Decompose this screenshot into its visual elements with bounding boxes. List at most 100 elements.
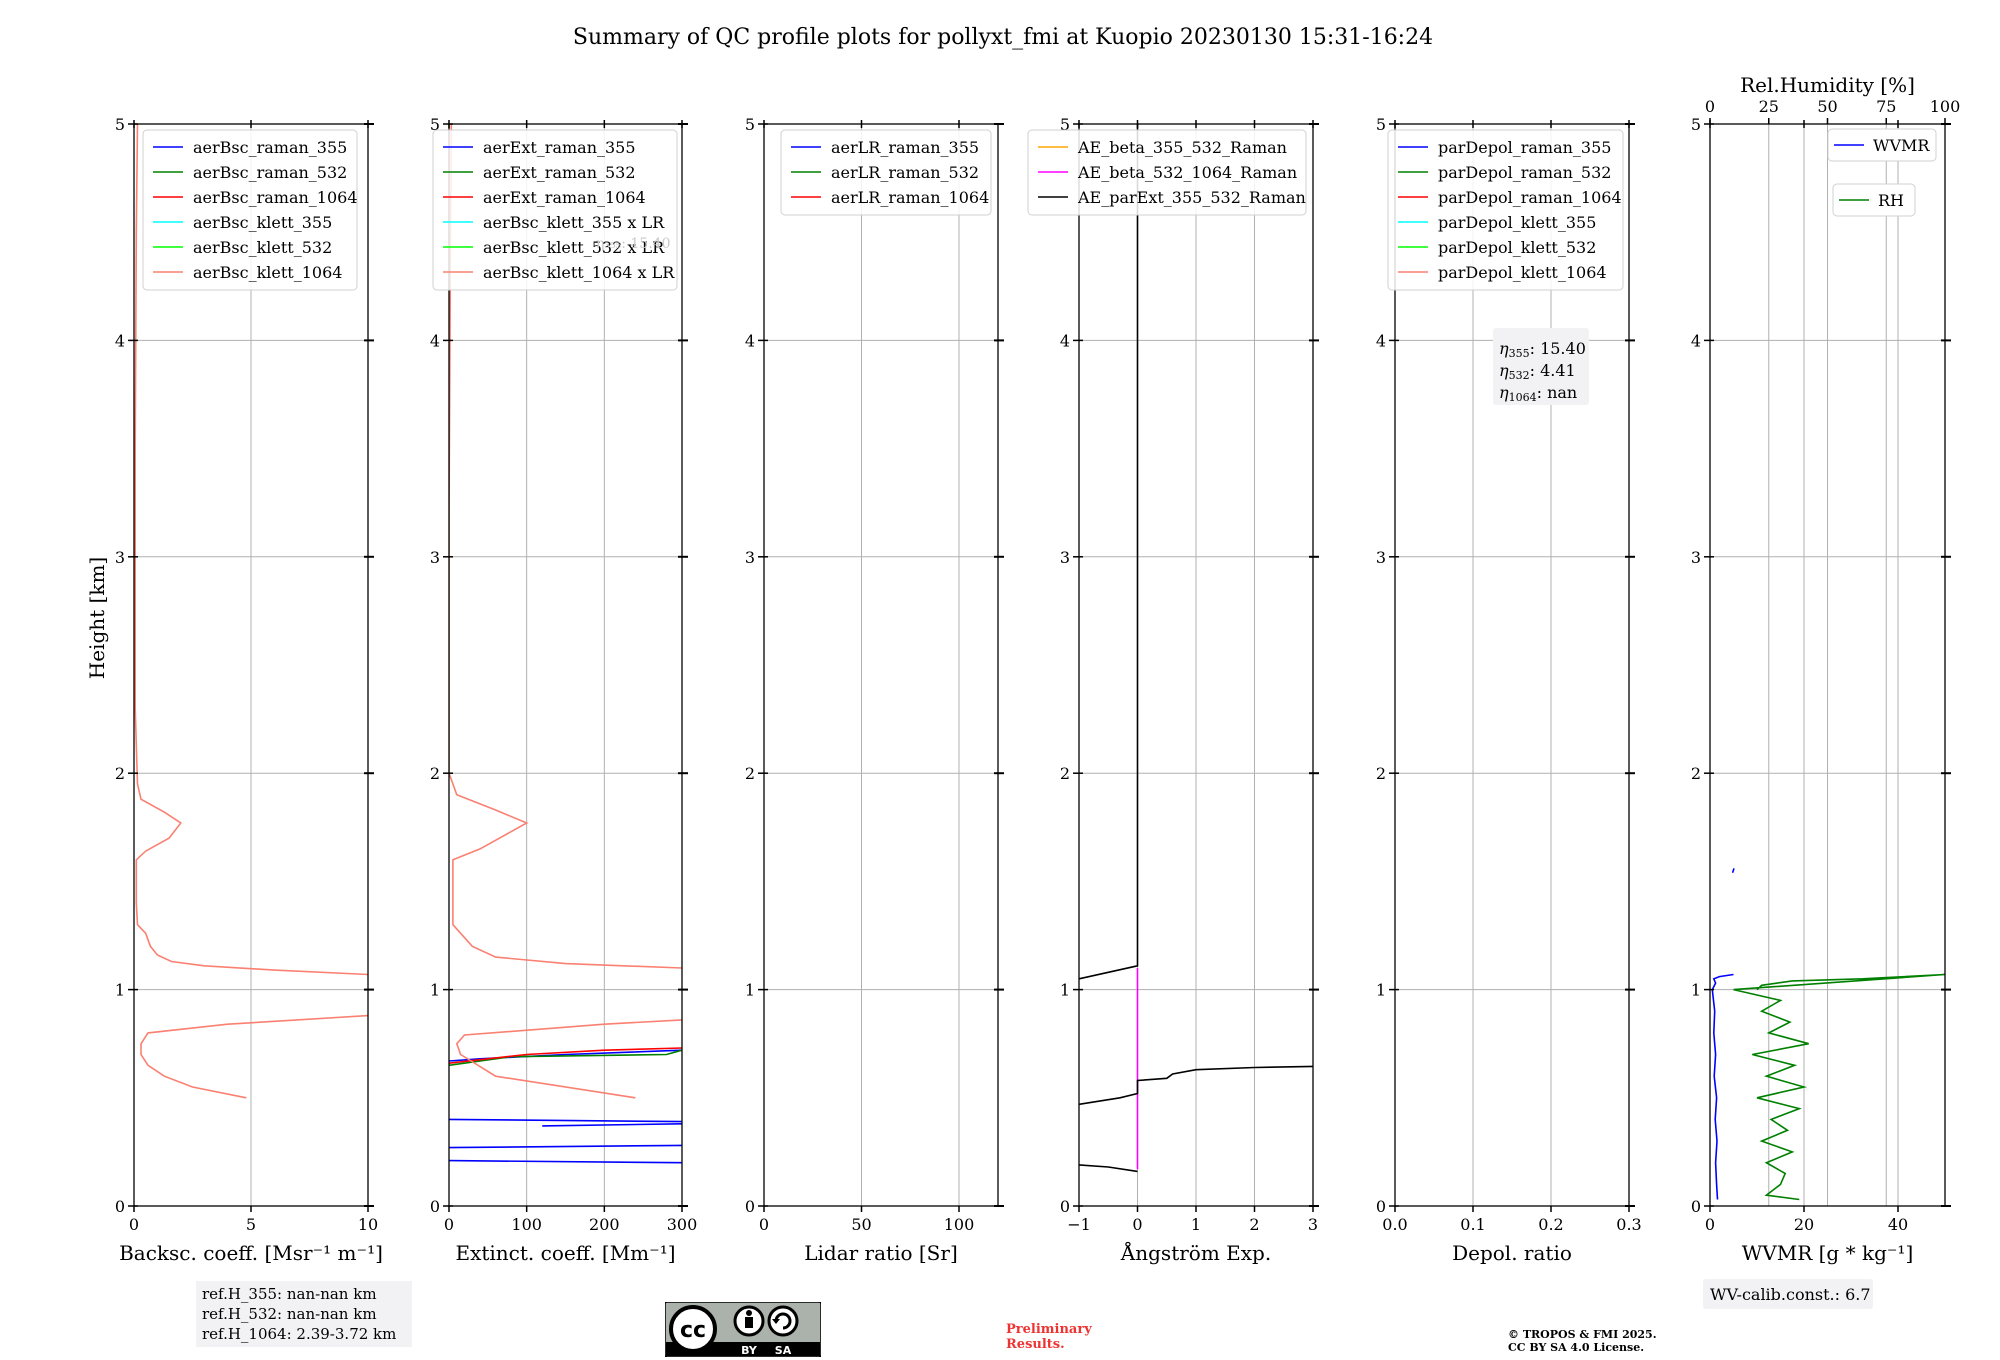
y-tick-label: 1 bbox=[1060, 981, 1070, 1000]
cc-by-sa-license-badge: cc BY SA bbox=[665, 1302, 821, 1357]
x-tick-label: 10 bbox=[358, 1215, 378, 1234]
top-x-tick-label: 50 bbox=[1817, 97, 1837, 116]
y-tick-label: 1 bbox=[430, 981, 440, 1000]
legend: aerExt_raman_355 aerExt_raman_532 aerExt_r… bbox=[432, 129, 678, 291]
y-tick-label: 4 bbox=[1060, 331, 1070, 350]
x-tick-label: 100 bbox=[511, 1215, 542, 1234]
legend-entry: parDepol_klett_1064 bbox=[1438, 263, 1607, 282]
wv-calib-frame bbox=[1703, 1279, 1873, 1309]
legend-entry: aerBsc_klett_355 x LR bbox=[483, 213, 665, 232]
legend-entry: parDepol_klett_532 bbox=[1438, 238, 1596, 257]
series-line-aerBsc_klett_1064 bbox=[140, 1014, 368, 1099]
x-tick-label: −1 bbox=[1067, 1215, 1091, 1234]
series-line-aerExt_raman_355 bbox=[542, 1123, 682, 1127]
y-tick-label: 0 bbox=[1376, 1197, 1386, 1216]
legend-entry: parDepol_klett_355 bbox=[1438, 213, 1596, 232]
x-tick-label: 100 bbox=[944, 1215, 975, 1234]
reference-height-box: ref.H_355: nan-nan km ref.H_532: nan-nan… bbox=[196, 1281, 412, 1347]
eta-532-text: η532: 4.41 bbox=[1499, 361, 1576, 382]
x-tick-label: 0 bbox=[759, 1215, 769, 1234]
x-tick-label: 0.2 bbox=[1538, 1215, 1563, 1234]
legend: parDepol_raman_355 parDepol_raman_532 parD… bbox=[1387, 129, 1624, 291]
y-tick-label: 5 bbox=[115, 115, 125, 134]
y-tick-label: 2 bbox=[430, 764, 440, 783]
series-line-aerBsc_klett_1064 x LR bbox=[455, 1019, 682, 1099]
y-tick-label: 3 bbox=[1060, 548, 1070, 567]
legend-entry: AE_parExt_355_532_Raman bbox=[1077, 188, 1306, 207]
y-tick-label: 1 bbox=[1376, 981, 1386, 1000]
y-axis-label: Height [km] bbox=[85, 557, 109, 679]
eta-box-frame bbox=[1493, 328, 1589, 405]
svg-text:SA: SA bbox=[775, 1344, 792, 1357]
legend-frame bbox=[1387, 129, 1624, 291]
y-tick-label: 0 bbox=[1691, 1197, 1701, 1216]
legend-entry: aerLR_raman_1064 bbox=[831, 188, 989, 207]
legend-entry: RH bbox=[1878, 191, 1904, 210]
x-tick-label: 0 bbox=[444, 1215, 454, 1234]
preliminary-results-note: Preliminary Results. bbox=[1006, 1322, 1092, 1352]
legend-entry: aerLR_raman_355 bbox=[831, 138, 979, 157]
cc-icon bbox=[669, 1305, 717, 1353]
series-line-aerExt_raman_355 bbox=[449, 1144, 682, 1149]
y-tick-label: 4 bbox=[745, 331, 755, 350]
series-line-RH bbox=[1733, 973, 1945, 1201]
legend-entry: aerExt_raman_1064 bbox=[483, 188, 646, 207]
y-tick-label: 4 bbox=[430, 331, 440, 350]
legend-entry: aerExt_raman_355 bbox=[483, 138, 636, 157]
series-line-AE_parExt_355_532_Raman bbox=[1079, 1164, 1138, 1173]
panel-5: 0 1 2 3 4 5 0.0 0.1 0.2 0.3 Depol. ratio parDepol_r… bbox=[1376, 115, 1642, 1265]
y-tick-label: 3 bbox=[1691, 548, 1701, 567]
x-axis-label: Depol. ratio bbox=[1452, 1241, 1572, 1265]
legend-frame bbox=[1027, 129, 1307, 216]
axes-frame bbox=[448, 123, 683, 1207]
y-tick-label: 0 bbox=[1060, 1197, 1070, 1216]
y-tick-label: 1 bbox=[115, 981, 125, 1000]
y-tick-label: 5 bbox=[745, 115, 755, 134]
wv-calib-text: WV-calib.const.: 6.7 bbox=[1710, 1285, 1871, 1304]
axes-frame bbox=[1394, 123, 1630, 1207]
y-tick-label: 0 bbox=[115, 1197, 125, 1216]
x-axis-label: Backsc. coeff. [Msr⁻¹ m⁻¹] bbox=[119, 1241, 383, 1265]
legend-entry: aerExt_raman_532 bbox=[483, 163, 636, 182]
legend-entry: aerBsc_klett_532 x LR bbox=[483, 238, 665, 257]
legend: aerBsc_raman_355 aerBsc_raman_532 aerBsc_r… bbox=[142, 129, 358, 291]
y-tick-label: 2 bbox=[745, 764, 755, 783]
y-tick-label: 2 bbox=[1376, 764, 1386, 783]
legend: AE_beta_355_532_Raman AE_beta_532_1064_Ra… bbox=[1027, 129, 1307, 216]
x-axis-label: Lidar ratio [Sr] bbox=[804, 1241, 958, 1265]
ref-h-532: ref.H_532: nan-nan km bbox=[202, 1305, 377, 1323]
wv-calib-box: WV-calib.const.: 6.7 bbox=[1703, 1279, 1873, 1309]
legend-frame bbox=[1832, 183, 1916, 217]
legend-entry: parDepol_raman_355 bbox=[1438, 138, 1611, 157]
x-tick-label: 0.3 bbox=[1616, 1215, 1641, 1234]
legend: aerLR_raman_355 aerLR_raman_532 aerLR_rama… bbox=[780, 129, 992, 216]
series-line-aerBsc_klett_1064 x LR bbox=[449, 124, 682, 969]
series-line-aerExt_raman_355 bbox=[449, 1118, 682, 1123]
y-tick-label: 5 bbox=[1060, 115, 1070, 134]
series-line-AE_parExt_355_532_Raman bbox=[1079, 124, 1139, 980]
top-x-axis-label: Rel.Humidity [%] bbox=[1740, 73, 1915, 97]
top-x-tick-label: 75 bbox=[1876, 97, 1896, 116]
x-tick-label: 2 bbox=[1249, 1215, 1259, 1234]
legend-entry: aerBsc_klett_355 bbox=[193, 213, 332, 232]
x-tick-label: 5 bbox=[246, 1215, 256, 1234]
series-line-aerExt_raman_1064 bbox=[449, 1047, 682, 1064]
svg-text:cc: cc bbox=[680, 1318, 706, 1343]
legend-frame bbox=[432, 129, 678, 291]
legend-frame bbox=[780, 129, 992, 216]
legend-entry: AE_beta_532_1064_Raman bbox=[1077, 163, 1297, 182]
y-tick-label: 2 bbox=[1691, 764, 1701, 783]
y-tick-label: 5 bbox=[430, 115, 440, 134]
legend-entry: aerBsc_klett_532 bbox=[193, 238, 332, 257]
y-tick-label: 1 bbox=[1691, 981, 1701, 1000]
y-tick-label: 5 bbox=[1376, 115, 1386, 134]
legend-entry: aerLR_raman_532 bbox=[831, 163, 979, 182]
legend-rh: RH bbox=[1832, 183, 1916, 217]
top-x-tick-label: 0 bbox=[1705, 97, 1715, 116]
y-tick-label: 4 bbox=[1376, 331, 1386, 350]
